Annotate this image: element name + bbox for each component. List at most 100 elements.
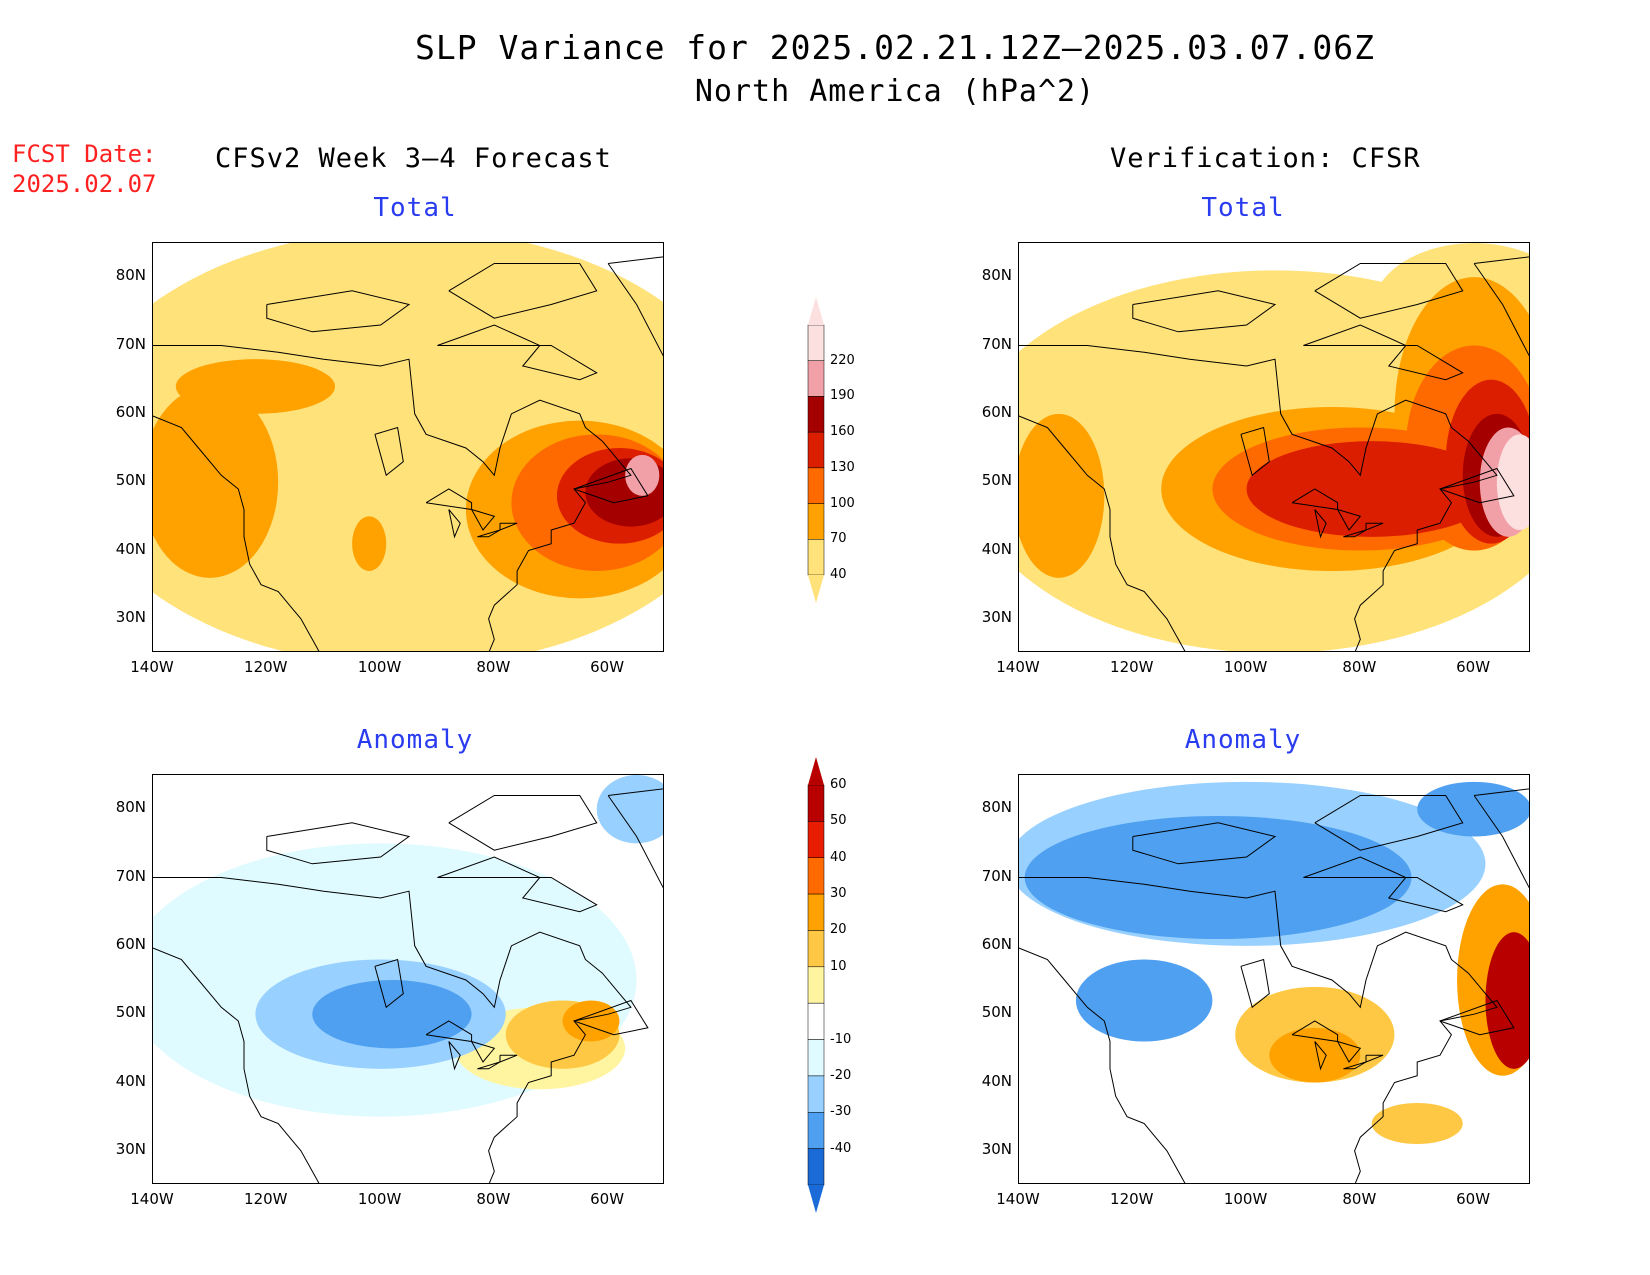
coastline [471,509,496,531]
colorbar-total-label: 40 [830,567,847,582]
lat-tick-label: 60N [115,934,146,953]
lat-tick-label: 30N [981,607,1012,626]
coastline [1291,1020,1339,1043]
shaded-contour-region [352,516,387,571]
left-column-header: CFSv2 Week 3–4 Forecast [215,143,612,174]
map-panel-verification-anomaly [1018,774,1530,1184]
colorbar-total-label: 70 [830,531,847,547]
coastline [607,788,663,889]
coastline [153,876,632,1183]
lat-tick-label: 50N [115,471,146,490]
lat-tick-label: 80N [115,798,146,817]
lon-tick-label: 60W [1456,1190,1491,1208]
colorbar-bottom-arrow [808,575,824,603]
coastline [477,1061,501,1070]
lat-tick-label: 30N [981,1139,1012,1158]
lon-tick-label: 140W [996,1190,1040,1208]
colorbar-swatch [807,1148,825,1186]
coastline [1019,876,1498,1183]
colorbar-anomaly-label: 50 [830,813,847,829]
coastline [448,795,598,851]
colorbar-swatch [807,467,825,504]
coastline [1240,958,1270,1009]
coastline [1291,488,1339,511]
coastline [1132,822,1277,865]
colorbar-total-label: 190 [830,388,855,404]
map-panel-verification-total [1018,242,1530,652]
colorbar-anomaly-label: -40 [830,1140,852,1156]
main-title: SLP Variance for 2025.02.21.12Z–2025.03.… [415,28,1375,67]
lat-tick-label: 60N [115,402,146,421]
colorbar-total-label: 100 [830,495,855,511]
coastline [437,856,598,913]
shaded-contour-region [175,359,336,414]
lat-tick-label: 40N [115,1071,146,1090]
colorbar-swatch [807,396,825,433]
lon-tick-label: 100W [1223,658,1268,676]
colorbar-anomaly-label: -30 [830,1104,852,1120]
coastline [1314,795,1464,851]
map-panel-forecast-total [152,242,664,652]
lon-tick-label: 60W [590,1190,625,1208]
shaded-contour-region [1075,959,1213,1042]
lat-tick-label: 50N [981,471,1012,490]
colorbar-top-arrow [808,297,824,325]
lat-tick-label: 50N [981,1003,1012,1022]
coastline [607,256,663,357]
coastline [153,344,632,651]
lat-tick-label: 30N [115,607,146,626]
lon-tick-label: 140W [996,658,1040,676]
shaded-contour-region [1246,441,1497,537]
colorbar-anomaly-label: 30 [830,886,847,902]
lon-tick-label: 80W [1342,658,1377,676]
lat-tick-label: 70N [115,334,146,353]
lat-tick-label: 80N [115,266,146,285]
shaded-contour-region [1024,816,1412,939]
coastline [1337,509,1362,531]
lon-tick-label: 80W [476,1190,511,1208]
colorbar-anomaly [807,757,825,1213]
colorbar-total-label: 160 [830,424,855,440]
coastline [425,488,473,511]
colorbar-total [807,297,825,603]
colorbar-total-label: 220 [830,352,855,368]
coastline [1019,415,1186,651]
lat-tick-label: 70N [981,866,1012,885]
colorbar-bottom-arrow [808,1185,824,1213]
lon-tick-label: 100W [1223,1190,1268,1208]
colorbar-swatch [807,503,825,540]
colorbar-anomaly-label: 40 [830,849,847,865]
colorbar-anomaly-label: -10 [830,1031,852,1047]
lat-tick-label: 30N [115,1139,146,1158]
coastline [499,1054,518,1063]
lat-tick-label: 80N [981,266,1012,285]
shaded-contour-region [1371,1103,1463,1144]
coastline [1314,263,1464,319]
colorbar-swatch [807,821,825,858]
lon-tick-label: 140W [130,1190,174,1208]
right-column-header: Verification: CFSR [1110,143,1421,174]
coastline [1303,856,1464,913]
lon-tick-label: 120W [1110,1190,1154,1208]
coastline [1439,999,1515,1036]
map-canvas [1019,243,1529,651]
lon-tick-label: 60W [590,658,625,676]
colorbar-swatch [807,784,825,822]
coastline [1343,1061,1367,1070]
lat-tick-label: 60N [981,402,1012,421]
colorbar-swatch [807,1002,825,1040]
shaded-contour-region [625,454,660,496]
coastline [1240,426,1270,477]
shaded-contour-region [153,386,279,578]
coastline [153,415,320,651]
shaded-contour-region [1485,932,1529,1069]
coastline [448,263,598,319]
shaded-contour-region [1269,1027,1361,1083]
coastline [374,426,404,477]
lon-tick-label: 60W [1456,658,1491,676]
map-canvas [153,775,663,1183]
colorbar-swatch [807,324,825,361]
coastline [1337,1041,1362,1063]
shaded-contour-region [1417,781,1529,837]
colorbar-swatch [807,539,825,576]
